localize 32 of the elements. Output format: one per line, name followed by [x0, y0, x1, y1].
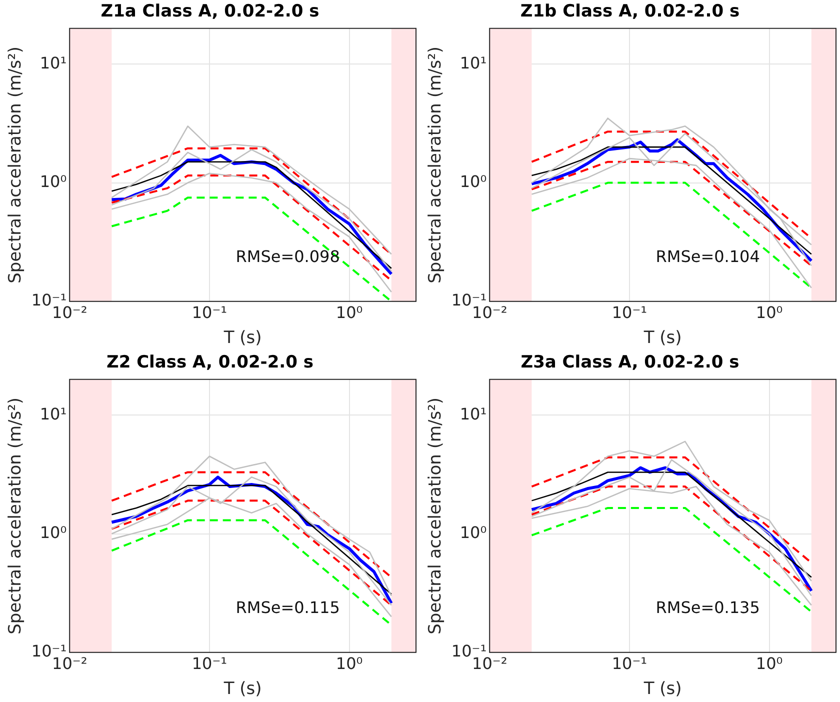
chart-title: Z3a Class A, 0.02-2.0 s	[520, 352, 740, 373]
y-tick-label: 10⁰	[460, 522, 487, 542]
x-tick-label: 10⁰	[336, 303, 363, 322]
y-axis-title: Spectral acceleration (m/s²)	[426, 397, 446, 634]
x-tick-label: 10⁻¹	[612, 654, 648, 674]
y-tick-label: 10¹	[460, 404, 487, 424]
x-axis-title: T (s)	[642, 679, 682, 700]
y-tick-label: 10⁰	[40, 172, 67, 191]
chart-title: Z1b Class A, 0.02-2.0 s	[520, 2, 740, 22]
annotation: RMSe=0.135	[656, 598, 760, 617]
chart-title: Z1a Class A, 0.02-2.0 s	[100, 2, 320, 22]
y-tick-label: 10⁰	[460, 172, 487, 191]
annotation: RMSe=0.115	[236, 598, 340, 617]
annotation: RMSe=0.104	[656, 246, 760, 266]
y-axis-title: Spectral acceleration (m/s²)	[6, 397, 26, 634]
x-tick-label: 10⁻¹	[192, 654, 228, 674]
x-axis-title: T (s)	[642, 328, 682, 348]
annotation: RMSe=0.098	[236, 246, 340, 266]
y-tick-label: 10¹	[40, 53, 67, 72]
x-axis-title: T (s)	[222, 328, 262, 348]
x-tick-label: 10⁰	[336, 654, 363, 674]
x-axis-title: T (s)	[222, 679, 262, 700]
x-tick-label: 10⁻¹	[192, 303, 228, 322]
x-tick-label: 10⁰	[756, 303, 783, 322]
y-axis-title: Spectral acceleration (m/s²)	[426, 46, 446, 284]
y-tick-label: 10¹	[40, 404, 67, 424]
y-tick-label: 10⁰	[40, 522, 67, 542]
x-tick-label: 10⁻¹	[612, 303, 648, 322]
y-axis-title: Spectral acceleration (m/s²)	[6, 46, 26, 284]
chart-title: Z2 Class A, 0.02-2.0 s	[106, 352, 314, 373]
x-tick-label: 10⁰	[756, 654, 783, 674]
y-tick-label: 10¹	[460, 53, 487, 72]
